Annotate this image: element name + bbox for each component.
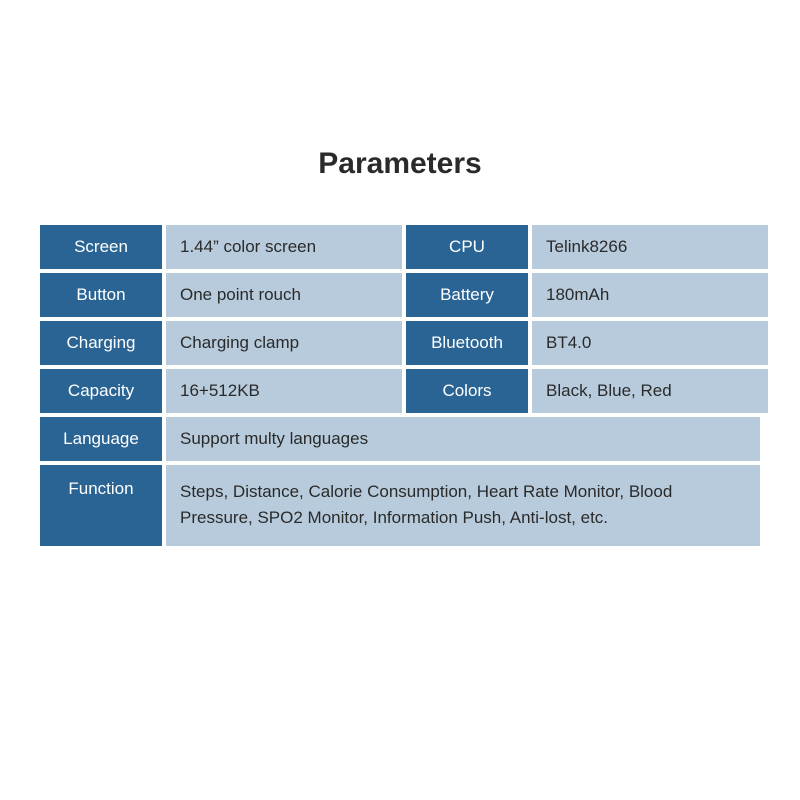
value-function: Steps, Distance, Calorie Consumption, He…: [166, 465, 760, 546]
label-language: Language: [40, 417, 162, 461]
label-colors: Colors: [406, 369, 528, 413]
row-function: Function Steps, Distance, Calorie Consum…: [40, 465, 760, 546]
label-battery: Battery: [406, 273, 528, 317]
label-bluetooth: Bluetooth: [406, 321, 528, 365]
value-battery: 180mAh: [532, 273, 768, 317]
value-language: Support multy languages: [166, 417, 760, 461]
value-button: One point rouch: [166, 273, 402, 317]
label-charging: Charging: [40, 321, 162, 365]
row-language: Language Support multy languages: [40, 417, 760, 461]
label-function: Function: [40, 465, 162, 546]
value-screen: 1.44” color screen: [166, 225, 402, 269]
parameters-grid: Screen 1.44” color screen CPU Telink8266…: [40, 225, 760, 413]
label-screen: Screen: [40, 225, 162, 269]
page-title: Parameters: [40, 147, 760, 181]
value-capacity: 16+512KB: [166, 369, 402, 413]
label-button: Button: [40, 273, 162, 317]
label-capacity: Capacity: [40, 369, 162, 413]
value-cpu: Telink8266: [532, 225, 768, 269]
label-cpu: CPU: [406, 225, 528, 269]
value-charging: Charging clamp: [166, 321, 402, 365]
value-colors: Black, Blue, Red: [532, 369, 768, 413]
value-bluetooth: BT4.0: [532, 321, 768, 365]
parameters-panel: Parameters Screen 1.44” color screen CPU…: [40, 147, 760, 546]
